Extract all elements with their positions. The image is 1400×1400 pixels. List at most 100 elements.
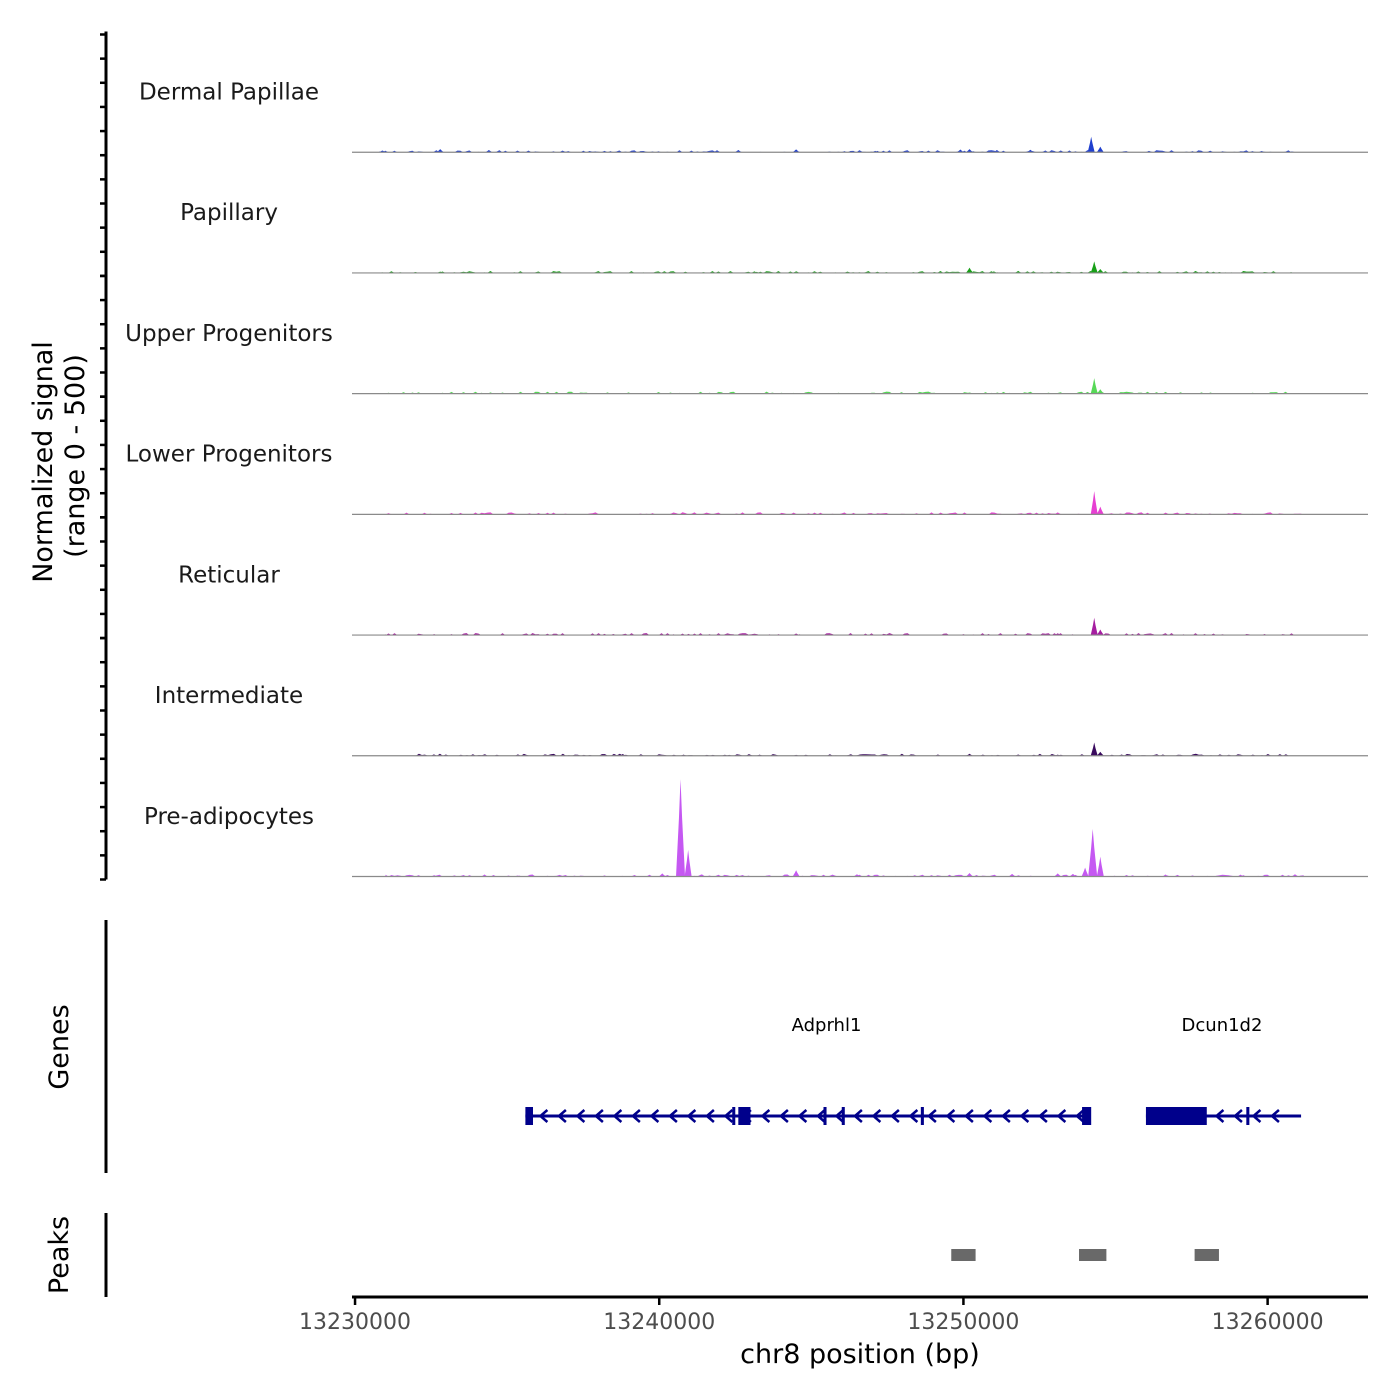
peak-track [104,1213,1219,1297]
strand-arrow [760,1109,771,1123]
signal-peak [1088,828,1098,877]
strand-arrow [945,1109,956,1123]
genes-track-label: Genes [44,1004,75,1089]
signal-peak [1054,873,1062,877]
strand-arrow [1056,1109,1067,1123]
x-axis-title: chr8 position (bp) [740,1339,980,1370]
strand-arrow [1019,1109,1030,1123]
strand-arrow [630,1109,641,1123]
strand-arrow [871,1109,882,1123]
track-lower-progenitors: Lower Progenitors [126,442,1368,515]
strand-arrow [575,1109,586,1123]
track-dermal-papillae: Dermal Papillae [139,80,1368,153]
strand-arrow [1251,1109,1262,1123]
signal-peak [1096,751,1104,756]
x-tick-label: 13240000 [603,1310,715,1335]
coverage-tracks: Dermal Papillae Papillary Upper Progenitor… [125,80,1368,878]
y-axis-title: Normalized signal [28,341,59,583]
strand-arrow [723,1109,734,1123]
strand-arrow [926,1109,937,1123]
strand-arrow [778,1109,789,1123]
signal-peak [1090,742,1098,756]
gene-adprhl1: Adprhl1 [525,1015,1092,1125]
gene-exon [841,1107,845,1125]
strand-arrow [556,1109,567,1123]
gene-exon [823,1107,827,1125]
signal-peak [1087,136,1095,153]
signal-peak [1096,856,1104,877]
signal-peak [1026,149,1034,153]
x-axis: 13230000 13240000 13250000 13260000 [299,1295,1368,1335]
track-label: Pre-adipocytes [144,804,314,830]
gene-exon [1145,1107,1207,1125]
signal-peak [792,870,800,877]
gene-exon [920,1107,924,1125]
signal-peak [1008,873,1016,877]
track-papillary: Papillary [180,200,1368,274]
gene-name-label: Dcun1d2 [1182,1015,1263,1036]
gene-exon [525,1107,533,1125]
strand-arrow [538,1109,549,1123]
signal-peak [1090,617,1098,636]
strand-arrow [649,1109,660,1123]
signal-peak [966,267,974,273]
peaks-track-label: Peaks [44,1216,75,1294]
strand-arrow [1074,1109,1085,1123]
signal-peak [1081,867,1089,877]
peak-region [951,1249,976,1261]
strand-arrow [1000,1109,1011,1123]
strand-arrow [612,1109,623,1123]
x-tick-label: 13250000 [907,1310,1019,1335]
strand-arrow [815,1109,826,1123]
background-signal [385,512,1305,515]
gene-track: Adprhl1 Dcun1d2 [104,920,1302,1173]
track-intermediate: Intermediate [155,683,1368,757]
signal-peak [966,149,974,153]
track-label: Papillary [180,200,278,226]
gene-exon [738,1107,751,1125]
signal-peak [658,873,666,877]
strand-arrow [852,1109,863,1123]
signal-peak [1096,629,1104,636]
gene-name-label: Adprhl1 [792,1015,862,1036]
peak-region [1194,1249,1219,1261]
signal-peak [1096,389,1104,394]
gene-exon [1246,1107,1250,1125]
strand-arrow [797,1109,808,1123]
track-pre-adipocytes: Pre-adipocytes [144,779,1368,878]
x-tick-label: 13260000 [1212,1310,1324,1335]
signal-peak [966,872,974,877]
track-label: Reticular [178,562,280,588]
track-reticular: Reticular [178,562,1368,636]
gene-dcun1d2: Dcun1d2 [1145,1015,1302,1125]
track-label: Lower Progenitors [126,442,333,468]
signal-y-axis [100,31,108,881]
track-upper-progenitors: Upper Progenitors [125,321,1368,395]
x-tick-label: 13230000 [299,1310,411,1335]
signal-peak [1090,261,1098,273]
signal-peak [1090,378,1098,394]
strand-arrow [704,1109,715,1123]
signal-peak [1096,146,1104,153]
y-axis-subtitle: (range 0 - 500) [60,354,91,558]
track-label: Intermediate [155,683,303,709]
signal-peak [956,149,964,153]
strand-arrow [889,1109,900,1123]
strand-arrow [686,1109,697,1123]
strand-arrow [667,1109,678,1123]
strand-arrow [593,1109,604,1123]
signal-peak [676,779,686,877]
peak-region [1079,1249,1107,1261]
track-label: Dermal Papillae [139,80,319,106]
signal-peak [1096,268,1104,273]
strand-arrow [963,1109,974,1123]
strand-arrow [982,1109,993,1123]
signal-peak [792,149,800,153]
signal-peak [1069,873,1077,877]
strand-arrow [1037,1109,1048,1123]
signal-peak [436,149,444,153]
strand-arrow [908,1109,919,1123]
signal-peak [1090,491,1098,515]
signal-peak [684,849,692,877]
